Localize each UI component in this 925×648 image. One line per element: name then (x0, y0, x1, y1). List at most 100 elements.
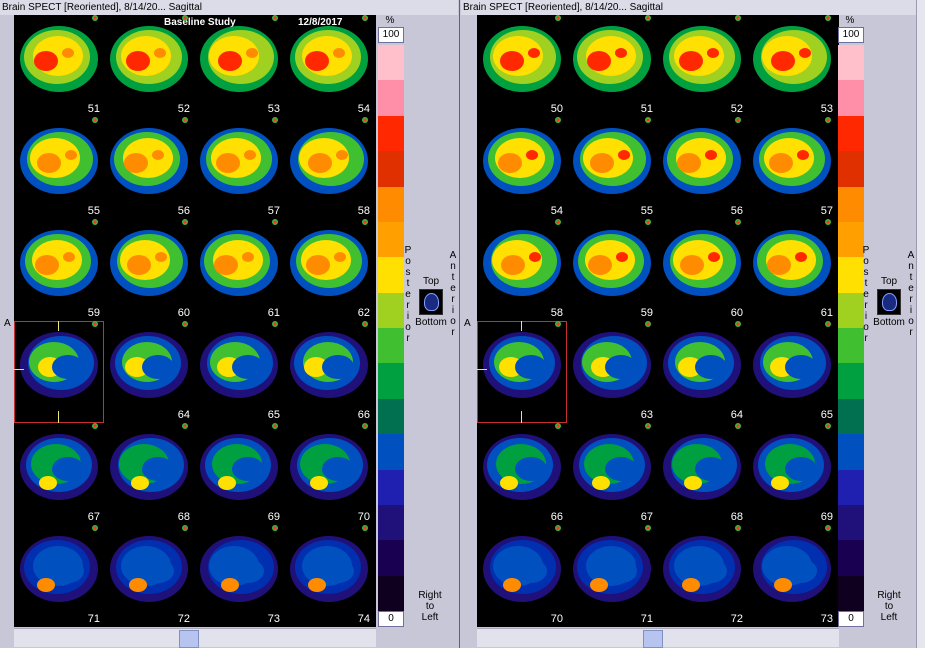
vertical-letter: Right (418, 590, 442, 601)
slice-number: 63 (640, 409, 653, 421)
vertical-letter: t (909, 272, 913, 283)
vertical-letter: e (863, 289, 869, 300)
slice-thumbnail[interactable]: 64 (104, 321, 194, 423)
slice-number: 73 (820, 613, 833, 625)
slice-thumbnail[interactable]: 59 (14, 219, 104, 321)
slice-thumbnail[interactable]: 69 (747, 423, 837, 525)
orientation-marker-icon (825, 525, 831, 531)
slice-thumbnail[interactable]: 74 (284, 525, 374, 627)
scale-min-field[interactable]: 0 (378, 611, 404, 627)
panel-title: Brain SPECT [Reoriented], 8/14/20... Sag… (0, 0, 458, 15)
slice-thumbnail[interactable]: 51 (567, 15, 657, 117)
slice-grid-right[interactable]: 50 51 52 53 54 55 56 57 58 59 60 61 63 64 65 66 67 68 69 70… (477, 15, 839, 627)
slice-thumbnail[interactable]: 63 (567, 321, 657, 423)
slice-grid-left[interactable]: Baseline Study 12/8/2017 51 52 53 54 55 56 57 5… (14, 15, 376, 627)
orientation-marker-icon (645, 117, 651, 123)
slice-thumbnail[interactable]: 73 (747, 525, 837, 627)
color-band (838, 221, 864, 258)
slice-thumbnail[interactable]: 50 (477, 15, 567, 117)
viewer-panel-left: Brain SPECT [Reoriented], 8/14/20... Sag… (0, 0, 458, 648)
slice-thumbnail[interactable]: 64 (657, 321, 747, 423)
orientation-marker-icon (645, 321, 651, 327)
orientation-marker-icon (272, 321, 278, 327)
slice-thumbnail[interactable]: 60 (104, 219, 194, 321)
slice-thumbnail[interactable]: 57 (194, 117, 284, 219)
slice-thumbnail[interactable]: 68 (104, 423, 194, 525)
orientation-marker-icon (825, 117, 831, 123)
slice-thumbnail[interactable]: 58 (284, 117, 374, 219)
slice-thumbnail[interactable]: 66 (477, 423, 567, 525)
slice-thumbnail[interactable]: 61 (747, 219, 837, 321)
slice-thumbnail[interactable]: 51 (14, 15, 104, 117)
slice-thumbnail[interactable]: 71 (14, 525, 104, 627)
slice-thumbnail[interactable]: 71 (567, 525, 657, 627)
slice-number: 68 (730, 511, 743, 523)
color-band (378, 398, 404, 435)
brain-slice-image (661, 533, 743, 605)
slice-thumbnail[interactable]: 70 (477, 525, 567, 627)
color-band (838, 434, 864, 470)
color-band (378, 469, 404, 505)
brain-slice-image (751, 533, 833, 605)
orientation-widget[interactable]: Top Bottom (871, 276, 907, 328)
scrollbar-thumb[interactable] (179, 630, 199, 648)
color-bar (838, 45, 864, 611)
slice-thumbnail[interactable]: 72 (657, 525, 747, 627)
brain-slice-image (661, 431, 743, 503)
slice-thumbnail[interactable]: 54 (477, 117, 567, 219)
slice-thumbnail[interactable]: 69 (194, 423, 284, 525)
slice-thumbnail[interactable]: 68 (657, 423, 747, 525)
slice-thumbnail[interactable]: 55 (14, 117, 104, 219)
slice-thumbnail[interactable]: 59 (567, 219, 657, 321)
slice-thumbnail[interactable]: 70 (284, 423, 374, 525)
slice-thumbnail[interactable]: 65 (194, 321, 284, 423)
orientation-marker-icon (92, 525, 98, 531)
slice-thumbnail[interactable]: 52 (104, 15, 194, 117)
orientation-marker-icon (272, 117, 278, 123)
slice-thumbnail[interactable] (14, 321, 104, 423)
scale-max-field[interactable]: 100 (838, 27, 864, 43)
scale-min-field[interactable]: 0 (838, 611, 864, 627)
brain-slice-image (481, 125, 563, 197)
slice-number: 71 (87, 613, 100, 625)
brain-slice-image (18, 23, 100, 95)
slice-thumbnail[interactable]: 66 (284, 321, 374, 423)
orientation-marker-icon (645, 525, 651, 531)
crosshair-line (521, 321, 522, 331)
slice-thumbnail[interactable]: 57 (747, 117, 837, 219)
horizontal-scrollbar[interactable] (14, 628, 376, 648)
slice-thumbnail[interactable]: 65 (747, 321, 837, 423)
slice-thumbnail[interactable]: 73 (194, 525, 284, 627)
slice-thumbnail[interactable]: 58 (477, 219, 567, 321)
slice-thumbnail[interactable]: 60 (657, 219, 747, 321)
slice-number: 57 (820, 205, 833, 217)
slice-thumbnail[interactable]: 56 (104, 117, 194, 219)
right-to-left-label: Right to Left (869, 590, 909, 623)
slice-thumbnail[interactable]: 53 (194, 15, 284, 117)
slice-number: 57 (267, 205, 280, 217)
slice-thumbnail[interactable]: 56 (657, 117, 747, 219)
orientation-marker-icon (555, 117, 561, 123)
horizontal-scrollbar[interactable] (477, 628, 839, 648)
scrollbar-thumb[interactable] (643, 630, 663, 648)
slice-thumbnail[interactable]: 67 (14, 423, 104, 525)
slice-thumbnail[interactable]: 55 (567, 117, 657, 219)
slice-thumbnail[interactable]: 72 (104, 525, 194, 627)
orientation-widget[interactable]: Top Bottom (413, 276, 449, 328)
slice-thumbnail[interactable]: 54 (284, 15, 374, 117)
slice-thumbnail[interactable]: 67 (567, 423, 657, 525)
slice-thumbnail[interactable] (477, 321, 567, 423)
scale-max-field[interactable]: 100 (378, 27, 404, 43)
slice-thumbnail[interactable]: 52 (657, 15, 747, 117)
slice-thumbnail[interactable]: 61 (194, 219, 284, 321)
slice-thumbnail[interactable]: 62 (284, 219, 374, 321)
vertical-letter: o (908, 316, 914, 327)
brain-slice-image (751, 23, 833, 95)
slice-number: 74 (357, 613, 370, 625)
brain-slice-image (108, 329, 190, 401)
brain-slice-image (481, 329, 563, 401)
orientation-marker-icon (272, 525, 278, 531)
slice-thumbnail[interactable]: 53 (747, 15, 837, 117)
